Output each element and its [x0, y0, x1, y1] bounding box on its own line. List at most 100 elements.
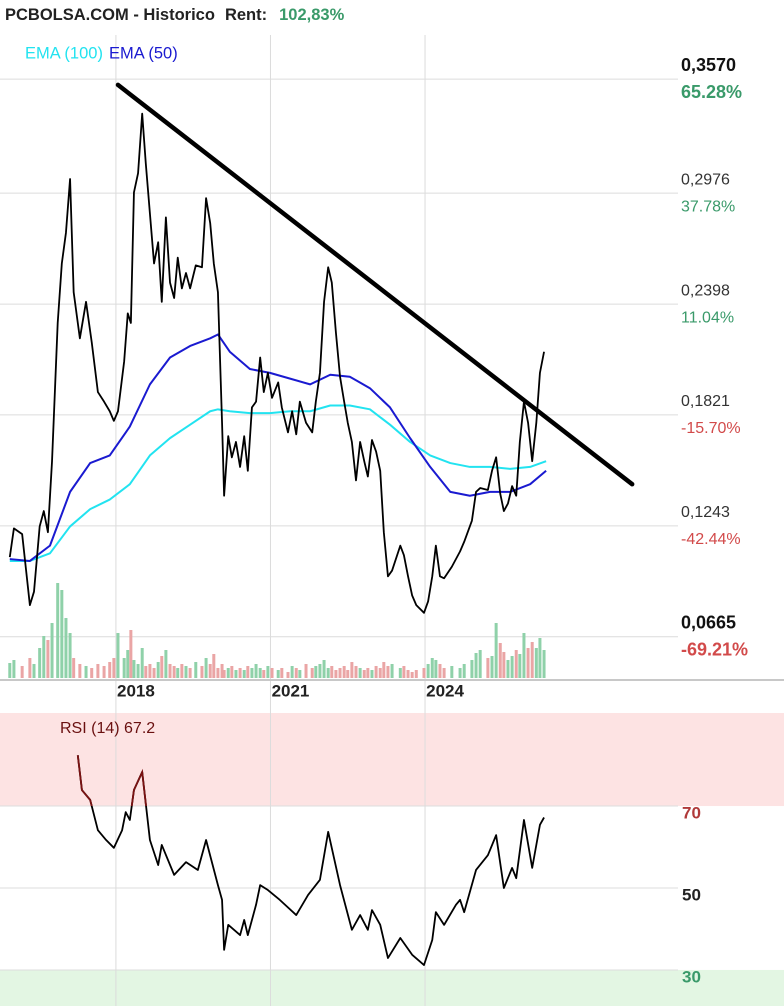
- volume-bar: [194, 662, 198, 678]
- volume-bar: [132, 660, 136, 678]
- volume-bar: [188, 668, 192, 678]
- volume-bar: [226, 668, 230, 678]
- y-tick-label: 0,0665: [681, 613, 736, 633]
- price-line: [8, 112, 545, 614]
- volume-bar: [90, 668, 94, 678]
- y-tick-label: 30: [682, 967, 701, 986]
- overbought-zone: [0, 713, 784, 807]
- volume-bar: [338, 668, 342, 678]
- volume-bar: [266, 666, 270, 678]
- volume-bar: [180, 664, 184, 678]
- volume-bar: [50, 623, 54, 678]
- volume-bar: [254, 664, 258, 678]
- volume-bar: [382, 662, 386, 678]
- volume-bar: [494, 623, 498, 678]
- volume-bar: [96, 664, 100, 678]
- y2-tick-label: -15.70%: [681, 420, 741, 437]
- volume-bar: [42, 636, 46, 678]
- volume-bar: [350, 662, 354, 678]
- volume-bar: [304, 664, 308, 678]
- panel-divider: [0, 679, 784, 681]
- y-tick-label: 50: [682, 885, 701, 904]
- header-rent-value: 102,83%: [279, 6, 344, 24]
- volume-bar: [168, 664, 172, 678]
- volume-bar: [129, 630, 133, 678]
- volume-bar: [534, 648, 538, 678]
- volume-bar: [298, 670, 302, 678]
- volume-bar: [60, 590, 64, 678]
- volume-bar: [294, 668, 298, 678]
- volume-bar: [426, 664, 430, 678]
- oversold-zone: [0, 969, 784, 1006]
- volume-bar: [222, 670, 226, 678]
- grid-layer: [0, 35, 678, 1006]
- volume-bar: [172, 666, 176, 678]
- volume-bar: [212, 654, 216, 678]
- volume-bar: [234, 670, 238, 678]
- volume-bar: [526, 648, 530, 678]
- volume-bar: [410, 672, 414, 678]
- volume-bar: [148, 664, 152, 678]
- volume-bar: [108, 662, 112, 678]
- volume-bar: [164, 650, 168, 678]
- volume-bar: [78, 664, 82, 678]
- volume-bar: [434, 660, 438, 678]
- rsi-title: RSI (14) 67.2: [60, 720, 155, 737]
- volume-bar: [200, 666, 204, 678]
- volume-bar: [514, 650, 518, 678]
- volume-bar: [144, 666, 148, 678]
- y-tick-label: 0,1821: [681, 393, 730, 410]
- volume-bar: [84, 666, 88, 678]
- volume-bar: [518, 654, 522, 678]
- volume-bar: [64, 618, 68, 678]
- volume-bar: [216, 668, 220, 678]
- volume-bar: [386, 666, 390, 678]
- volume-bar: [462, 664, 466, 678]
- volume-bar: [522, 633, 526, 678]
- volume-bar: [112, 658, 116, 678]
- volume-bar: [152, 668, 156, 678]
- volume-bar: [280, 668, 284, 678]
- volume-bar: [46, 640, 50, 678]
- volume-bar: [262, 670, 266, 678]
- y-tick-label: 0,3570: [681, 55, 736, 75]
- volume-bar: [530, 642, 534, 678]
- volume-bar: [140, 648, 144, 678]
- background-layer: [0, 713, 784, 1006]
- volume-bar: [318, 664, 322, 678]
- legend-entry: EMA (50): [109, 44, 178, 62]
- volume-bar: [346, 670, 350, 678]
- volume-bar: [374, 666, 378, 678]
- header-title: PCBOLSA.COM - Historico: [5, 6, 215, 24]
- volume-bar: [310, 668, 314, 678]
- y-tick-label: 0,1243: [681, 504, 730, 521]
- volume-bar: [470, 660, 474, 678]
- volume-bar: [430, 658, 434, 678]
- volume-bar: [270, 668, 274, 678]
- volume-bar: [442, 668, 446, 678]
- volume-bar: [458, 668, 462, 678]
- x-tick-label: 2021: [272, 681, 310, 700]
- volume-bar: [342, 666, 346, 678]
- legend-entry: EMA (100): [25, 44, 103, 62]
- volume-bar: [450, 666, 454, 678]
- y2-tick-label: -42.44%: [681, 531, 741, 548]
- volume-bar: [286, 672, 290, 678]
- volume-bar: [474, 653, 478, 678]
- volume-bar: [366, 668, 370, 678]
- volume-bar: [12, 660, 16, 678]
- volume-bar: [406, 670, 410, 678]
- volume-bar: [362, 670, 366, 678]
- volume-bar: [204, 658, 208, 678]
- volume-bar: [246, 666, 250, 678]
- x-tick-label: 2018: [117, 681, 155, 700]
- volume-bar: [220, 664, 224, 678]
- volume-bar: [8, 663, 12, 678]
- volume-bar: [122, 658, 126, 678]
- marks-layer: [8, 82, 635, 966]
- volume-bar: [238, 668, 242, 678]
- volume-bar: [28, 658, 32, 678]
- volume-bar: [490, 656, 494, 678]
- volume-bar: [208, 664, 212, 678]
